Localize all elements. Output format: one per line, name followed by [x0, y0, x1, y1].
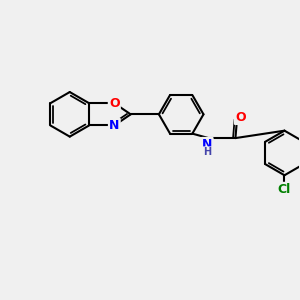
- Text: N: N: [109, 119, 119, 132]
- Text: O: O: [235, 111, 246, 124]
- Text: Cl: Cl: [278, 183, 291, 196]
- Text: O: O: [109, 97, 120, 110]
- Text: N: N: [202, 138, 212, 151]
- Text: H: H: [203, 147, 211, 158]
